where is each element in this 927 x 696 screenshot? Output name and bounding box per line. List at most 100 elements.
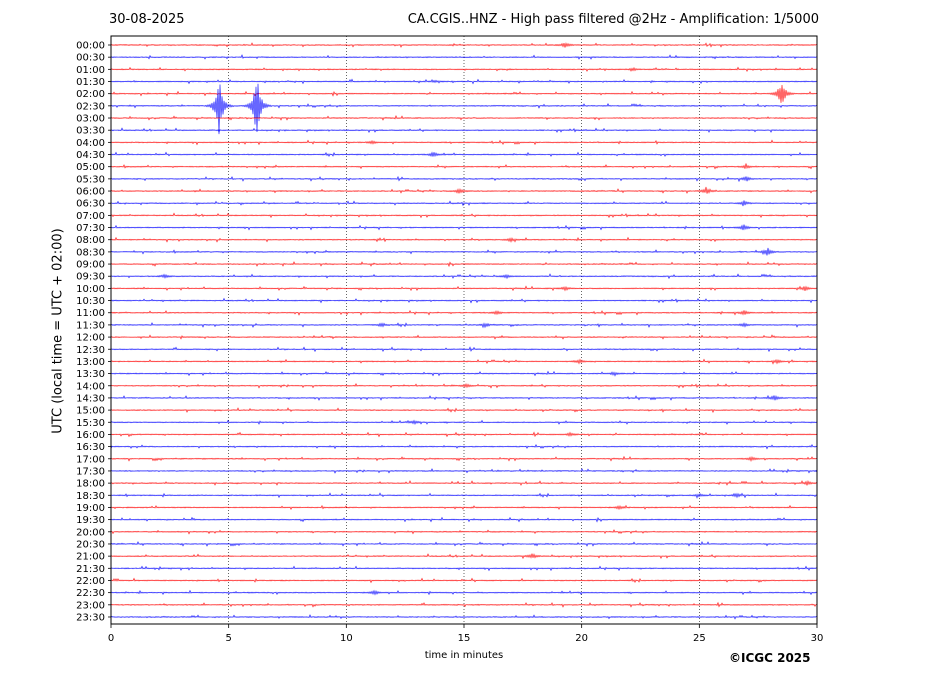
row-label: 19:30 (76, 515, 105, 526)
row-label: 01:00 (76, 65, 105, 76)
row-label: 11:00 (76, 308, 105, 319)
row-label: 10:00 (76, 284, 105, 295)
trace-1630 (110, 443, 818, 450)
row-label: 16:30 (76, 442, 105, 453)
x-tick-label: 30 (811, 633, 824, 644)
date-label: 30-08-2025 (109, 12, 185, 27)
row-label: 04:30 (76, 150, 105, 161)
row-label: 09:30 (76, 272, 105, 283)
trace-0130 (110, 78, 818, 85)
x-tick-label: 15 (458, 633, 471, 644)
trace-0000 (110, 42, 818, 48)
row-label: 01:30 (76, 77, 105, 88)
row-label: 05:00 (76, 162, 105, 173)
trace-1530 (110, 419, 818, 425)
trace-1130 (110, 322, 818, 329)
trace-0230 (110, 83, 818, 135)
row-label: 23:30 (76, 612, 105, 623)
row-label: 12:30 (76, 345, 105, 356)
row-label: 10:30 (76, 296, 105, 307)
row-label: 07:00 (76, 211, 105, 222)
trace-2100 (110, 553, 818, 560)
trace-1430 (110, 394, 818, 401)
trace-0330 (110, 127, 818, 134)
trace-0400 (110, 139, 818, 146)
trace-1900 (110, 504, 818, 511)
x-tick-label: 25 (693, 633, 706, 644)
trace-0930 (110, 273, 818, 280)
row-label: 08:00 (76, 235, 105, 246)
trace-0030 (110, 54, 818, 60)
row-label: 16:00 (76, 430, 105, 441)
row-label: 18:00 (76, 479, 105, 490)
row-label: 04:00 (76, 138, 105, 149)
trace-1000 (110, 285, 818, 292)
row-label: 11:30 (76, 320, 105, 331)
credit-label: ©ICGC 2025 (729, 651, 811, 665)
trace-2300 (110, 601, 818, 608)
trace-0200 (110, 84, 818, 103)
row-label: 13:30 (76, 369, 105, 380)
row-label: 20:30 (76, 539, 105, 550)
x-tick-label: 0 (108, 633, 114, 644)
trace-1230 (110, 346, 818, 353)
x-tick-label: 10 (340, 633, 353, 644)
x-tick-label: 5 (225, 633, 231, 644)
trace-2330 (110, 614, 818, 620)
trace-1800 (110, 480, 818, 486)
row-label: 03:00 (76, 114, 105, 125)
row-label: 14:00 (76, 381, 105, 392)
row-label: 15:00 (76, 406, 105, 417)
row-label: 21:00 (76, 552, 105, 563)
trace-0730 (110, 224, 818, 231)
trace-1300 (110, 358, 818, 365)
row-label: 02:30 (76, 101, 105, 112)
y-axis-label: UTC (local time = UTC + 02:00) (50, 228, 66, 434)
row-label: 06:30 (76, 199, 105, 210)
row-label: 02:00 (76, 89, 105, 100)
trace-0630 (110, 200, 818, 207)
x-tick-label: 20 (575, 633, 588, 644)
row-label: 22:30 (76, 588, 105, 599)
row-label: 07:30 (76, 223, 105, 234)
row-label: 23:00 (76, 600, 105, 611)
trace-1600 (110, 431, 818, 438)
plot-frame (110, 35, 818, 625)
trace-group (110, 42, 818, 620)
trace-1200 (110, 334, 818, 340)
trace-2000 (110, 529, 818, 535)
trace-0800 (110, 236, 818, 243)
row-label: 18:30 (76, 491, 105, 502)
trace-1400 (110, 382, 818, 389)
trace-1830 (110, 492, 818, 499)
row-label: 20:00 (76, 527, 105, 538)
chart-title: CA.CGIS..HNZ - High pass filtered @2Hz -… (407, 12, 819, 27)
trace-1100 (110, 310, 818, 316)
trace-1700 (110, 455, 818, 463)
trace-2030 (110, 540, 818, 547)
row-label: 08:30 (76, 247, 105, 258)
trace-2200 (110, 577, 818, 584)
row-label: 13:00 (76, 357, 105, 368)
trace-1500 (110, 407, 818, 414)
row-label: 09:00 (76, 260, 105, 271)
trace-0700 (110, 212, 818, 219)
row-label: 21:30 (76, 564, 105, 575)
trace-1330 (110, 370, 818, 377)
trace-0530 (110, 175, 818, 183)
x-axis-label: time in minutes (424, 650, 504, 661)
trace-1030 (110, 297, 818, 304)
trace-0500 (110, 163, 818, 170)
row-label: 06:00 (76, 187, 105, 198)
row-label: 12:00 (76, 333, 105, 344)
trace-0100 (110, 66, 818, 72)
row-label: 17:00 (76, 454, 105, 465)
trace-2230 (110, 589, 818, 596)
trace-0300 (110, 114, 818, 121)
row-label: 15:30 (76, 418, 105, 429)
trace-2130 (110, 565, 818, 572)
row-label: 22:00 (76, 576, 105, 587)
trace-1930 (110, 516, 818, 523)
